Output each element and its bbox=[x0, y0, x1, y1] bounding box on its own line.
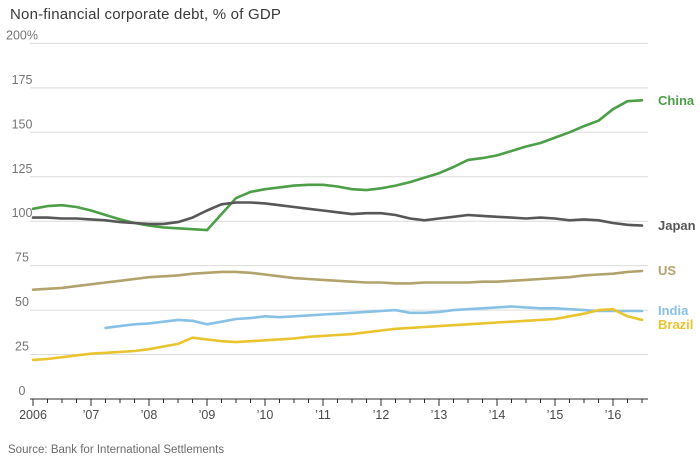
chart-title: Non-financial corporate debt, % of GDP bbox=[10, 6, 282, 23]
legend-label-japan: Japan bbox=[658, 218, 696, 234]
x-axis-label: ’14 bbox=[489, 408, 506, 422]
series-line-japan bbox=[31, 201, 644, 227]
series-line-brazil bbox=[31, 307, 644, 362]
y-axis-label: 150 bbox=[12, 117, 33, 131]
legend-label-us: US bbox=[658, 263, 677, 279]
source-note: Source: Bank for International Settlemen… bbox=[8, 444, 225, 456]
y-axis-label: 75 bbox=[15, 251, 29, 265]
legend-label-india: India bbox=[658, 303, 689, 319]
y-axis-label: 200% bbox=[6, 28, 38, 42]
x-axis-label: ’16 bbox=[605, 408, 622, 422]
x-axis-label: ’11 bbox=[315, 408, 331, 422]
x-axis-label: 2006 bbox=[19, 408, 47, 422]
x-axis-label: ’13 bbox=[431, 408, 448, 422]
series-line-india bbox=[104, 305, 644, 330]
x-axis-label: ’12 bbox=[373, 408, 390, 422]
y-axis-label: 100 bbox=[12, 206, 33, 220]
x-axis-label: ’10 bbox=[257, 408, 274, 422]
y-axis-label: 25 bbox=[15, 340, 29, 354]
y-axis-label: 50 bbox=[15, 295, 29, 309]
x-axis-label: ’09 bbox=[199, 408, 216, 422]
legend-label-brazil: Brazil bbox=[658, 317, 694, 333]
legend-label-china: China bbox=[658, 92, 695, 108]
y-axis-label: 0 bbox=[19, 384, 26, 398]
series-line-us bbox=[31, 269, 644, 292]
line-chart-plot: 0 25 50 75 100 125 150 175 200% 2006 ’07 ’08 ’09 ’10 ’… bbox=[6, 28, 648, 422]
y-axis-label: 175 bbox=[12, 73, 33, 87]
x-axis-label: ’15 bbox=[547, 408, 564, 422]
x-axis-label: ’07 bbox=[83, 408, 100, 422]
series-line-china bbox=[31, 99, 644, 232]
x-axis-label: ’08 bbox=[141, 408, 158, 422]
y-axis-label: 125 bbox=[12, 162, 33, 176]
